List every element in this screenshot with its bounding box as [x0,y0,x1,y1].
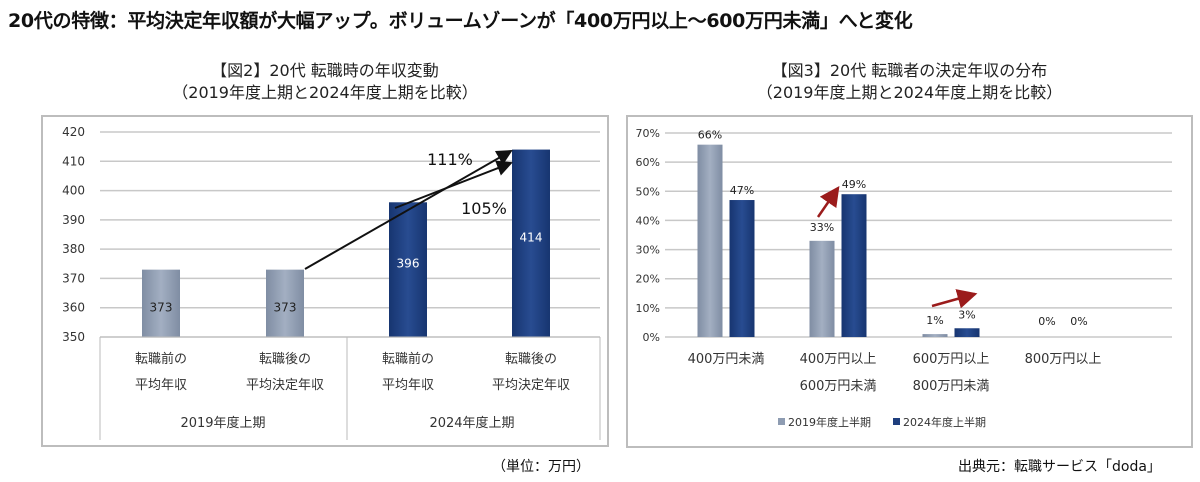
bar-value-label: 414 [520,230,543,244]
bar-value-label: 1% [926,314,943,327]
bar [389,202,427,337]
category-label: 400万円未満 [688,352,765,367]
chart2-title-block: 【図2】20代 転職時の年収変動 （2019年度上期と2024年度上期を比較） [42,60,608,104]
bar [841,194,867,337]
category-label: 平均年収 [135,378,187,393]
chart3-title-block: 【図3】20代 転職者の決定年収の分布 （2019年度上期と2024年度上期を比… [627,60,1192,104]
chart3-title: 【図3】20代 転職者の決定年収の分布 [771,61,1048,80]
category-label: 600万円以上 [913,352,990,367]
category-label: 平均決定年収 [492,378,570,393]
category-label: 800万円以上 [1025,352,1102,367]
legend-label-2019: 2019年度上半期 [788,415,871,429]
group-label: 2024年度上期 [429,415,514,431]
y-tick-label: 40% [636,214,660,227]
category-label: 400万円以上 [800,352,877,367]
bar-value-label: 373 [150,300,173,314]
arrow-111 [304,150,513,270]
category-label: 平均決定年収 [246,378,324,393]
unit-note: （単位：万円） [492,459,590,475]
bar [512,149,550,337]
y-tick-label: 350 [62,330,85,344]
y-tick-label: 0% [643,331,660,344]
y-tick-label: 380 [62,242,85,256]
bar [697,144,723,337]
category-label: 800万円未満 [913,379,990,394]
chart2-title: 【図2】20代 転職時の年収変動 [211,61,439,80]
y-tick-label: 50% [636,185,660,198]
legend-swatch-2019 [778,418,785,425]
y-tick-label: 370 [62,271,85,285]
bar [954,328,980,337]
bar-value-label: 66% [698,129,722,142]
bar-value-label: 47% [730,184,754,197]
bar [266,269,304,337]
bar-value-label: 3% [958,308,975,321]
bar-value-label: 396 [397,257,420,271]
group-label: 2019年度上期 [180,415,265,431]
y-tick-label: 360 [62,301,85,315]
bar-value-label: 49% [842,178,866,191]
category-label: 転職前の [382,351,434,367]
red-arrow [931,289,978,309]
legend-swatch-2024 [893,418,900,425]
category-label: 平均年収 [382,378,434,393]
annotation-111: 111% [427,150,473,169]
bar-value-label: 33% [810,221,834,234]
y-tick-label: 410 [62,154,85,168]
y-tick-label: 20% [636,273,660,286]
y-tick-label: 60% [636,156,660,169]
y-tick-label: 420 [62,125,85,139]
bar-value-label: 0% [1038,315,1055,328]
y-tick-label: 70% [636,127,660,140]
bar [142,269,180,337]
headline: 20代の特徴：平均決定年収額が大幅アップ。ボリュームゾーンが「400万円以上～6… [8,10,913,32]
category-label: 転職前の [135,351,187,367]
category-label: 600万円未満 [800,379,877,394]
bar-value-label: 373 [274,300,297,314]
annotation-105: 105% [461,199,507,218]
bar [922,334,948,337]
y-tick-label: 30% [636,244,660,257]
category-label: 転職後の [505,352,557,367]
arrow-105 [394,160,513,209]
bar [809,240,835,337]
chart3-subtitle: （2019年度上期と2024年度上期を比較） [756,83,1063,102]
y-tick-label: 400 [62,184,85,198]
legend-label-2024: 2024年度上半期 [903,415,986,429]
chart2-subtitle: （2019年度上期と2024年度上期を比較） [172,83,478,102]
source-note: 出典元：転職サービス「doda」 [958,459,1161,475]
y-tick-label: 10% [636,302,660,315]
bar-value-label: 0% [1070,315,1087,328]
red-arrow [816,185,840,218]
category-label: 転職後の [259,352,311,367]
y-tick-label: 390 [62,213,85,227]
bar [729,200,755,337]
